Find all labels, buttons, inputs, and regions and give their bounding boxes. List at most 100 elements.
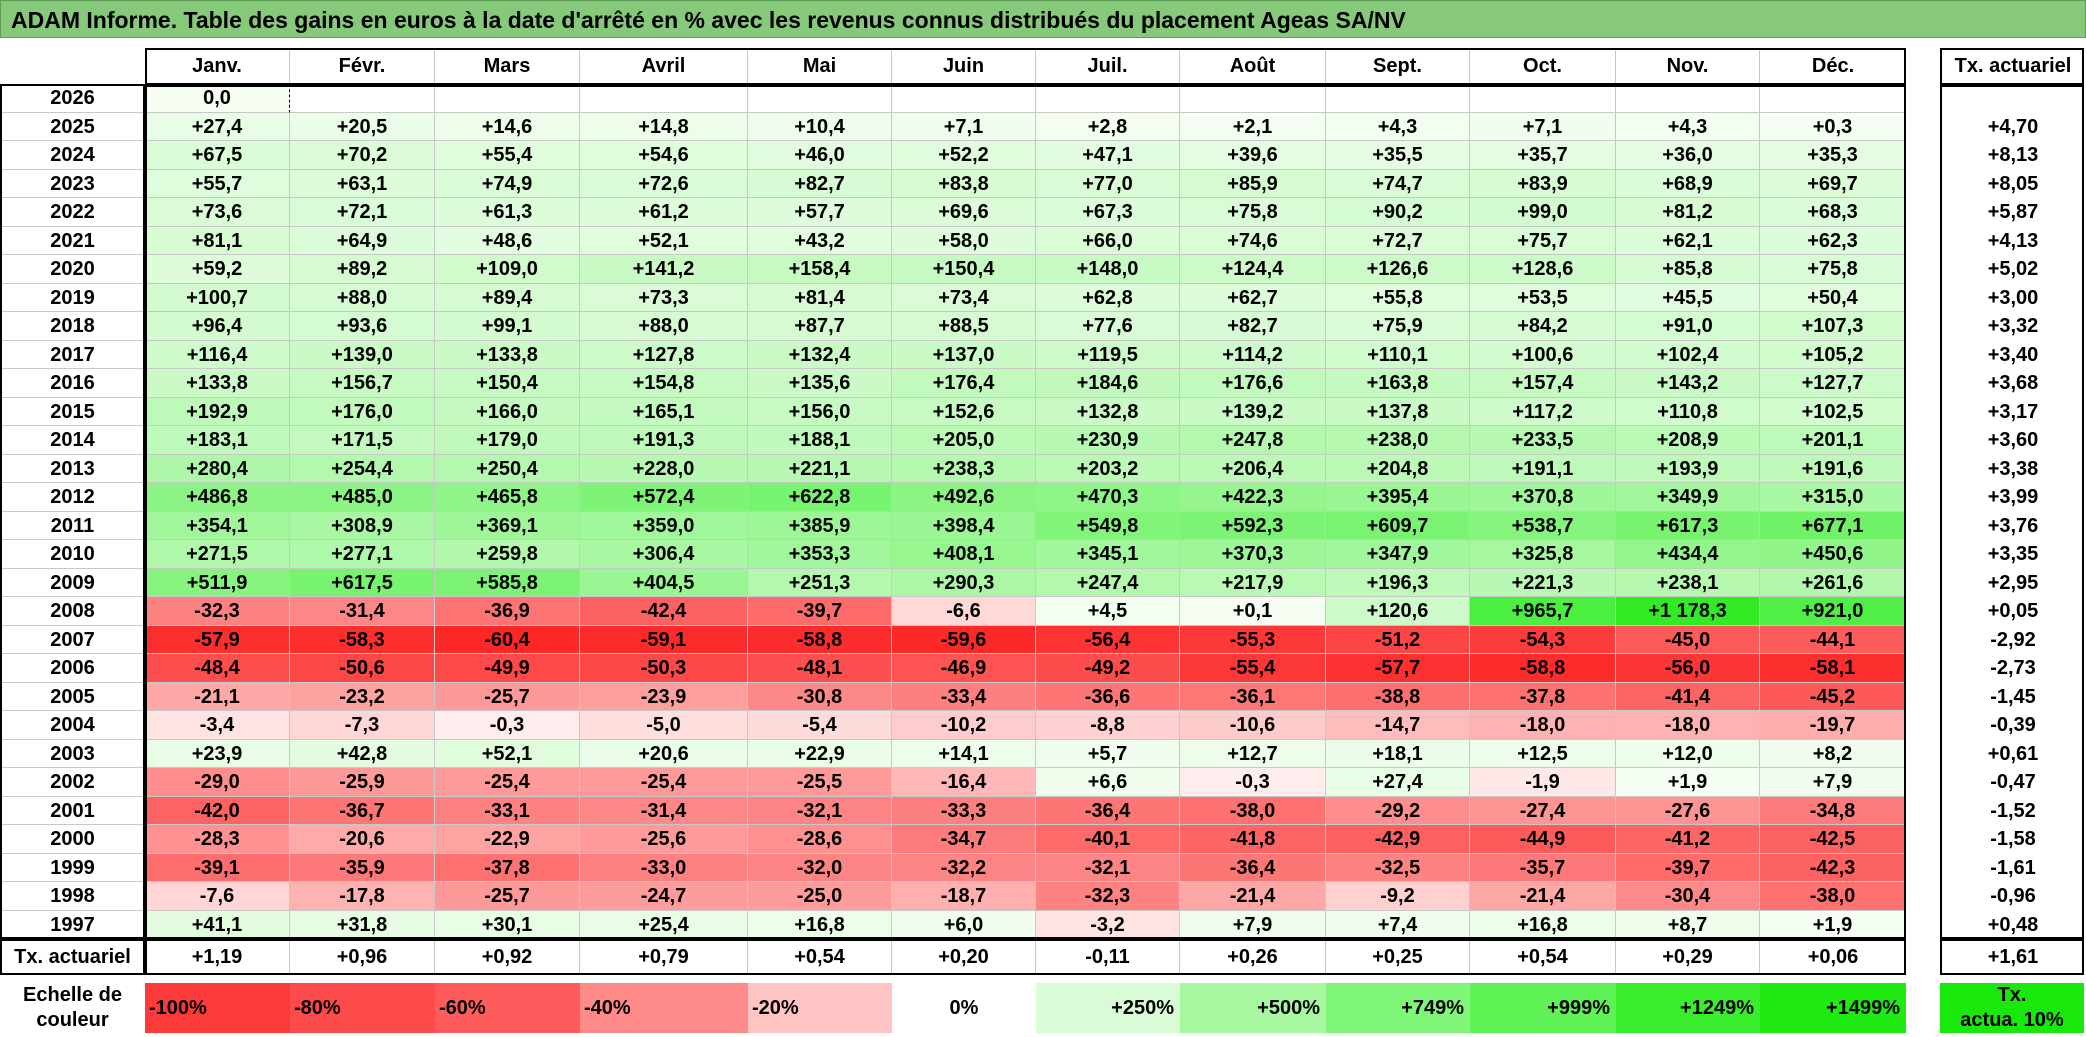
rate-cell: -1,61 — [1990, 856, 2036, 879]
table-cell: +109,0 — [435, 255, 580, 284]
table-cell: -35,7 — [1470, 853, 1616, 882]
table-cell: -23,9 — [580, 682, 748, 711]
year-label: 2008 — [0, 597, 145, 626]
rate-cell: -0,39 — [1990, 714, 2036, 736]
table-cell: -21,1 — [145, 682, 290, 711]
year-label: 2022 — [0, 198, 145, 227]
footer-cell: -0,11 — [1036, 939, 1180, 975]
table-cell: +238,3 — [892, 454, 1036, 483]
table-cell: +133,8 — [435, 340, 580, 369]
table-cell: +152,6 — [892, 397, 1036, 426]
table-cell: -5,0 — [580, 711, 748, 740]
table-cell: +66,0 — [1036, 226, 1180, 255]
table-cell: +74,9 — [435, 169, 580, 198]
table-cell: +2,8 — [1036, 112, 1180, 141]
table-cell: +208,9 — [1616, 426, 1760, 455]
footer-cell: +0,06 — [1807, 946, 1859, 968]
table-cell: -0,3 — [1180, 768, 1326, 797]
table-cell: +96,4 — [145, 312, 290, 341]
table-cell: +43,2 — [748, 226, 892, 255]
table-cell: +22,9 — [748, 739, 892, 768]
table-cell: -3,4 — [145, 711, 290, 740]
table-cell: +465,8 — [435, 483, 580, 512]
table-cell — [435, 84, 580, 113]
footer-label: Tx. actuariel — [14, 946, 131, 968]
table-cell: -46,9 — [892, 654, 1036, 683]
table-cell — [1470, 84, 1616, 113]
rate-header: Tx. actuariel — [1954, 55, 2072, 77]
table-cell — [580, 84, 748, 113]
table-cell: +4,5 — [1036, 597, 1180, 626]
table-cell: +72,1 — [290, 198, 435, 227]
table-cell: +622,8 — [748, 483, 892, 512]
table-cell: +205,0 — [892, 426, 1036, 455]
table-cell: -5,4 — [748, 711, 892, 740]
scale-rate-line1: Tx. — [1997, 984, 2027, 1006]
table-cell: +176,0 — [290, 397, 435, 426]
table-cell: +192,9 — [145, 397, 290, 426]
table-cell: +83,8 — [892, 169, 1036, 198]
table-cell: +55,7 — [145, 169, 290, 198]
table-cell: -48,1 — [748, 654, 892, 683]
table-cell: +87,7 — [748, 312, 892, 341]
table-cell: +221,3 — [1470, 568, 1616, 597]
year-label: 2000 — [0, 825, 145, 854]
table-cell: +110,8 — [1616, 397, 1760, 426]
table-cell: +12,7 — [1180, 739, 1326, 768]
table-cell: +62,3 — [1760, 226, 1906, 255]
table-cell: -42,4 — [580, 597, 748, 626]
table-cell: -34,8 — [1760, 796, 1906, 825]
table-cell: -36,4 — [1180, 853, 1326, 882]
table-cell: +233,5 — [1470, 426, 1616, 455]
table-cell: -37,8 — [435, 853, 580, 882]
table-cell: +143,2 — [1616, 369, 1760, 398]
table-cell: +88,0 — [290, 283, 435, 312]
year-label: 1997 — [0, 911, 145, 939]
table-cell: +73,6 — [145, 198, 290, 227]
table-cell: -7,6 — [145, 882, 290, 911]
table-cell: -32,1 — [1036, 853, 1180, 882]
table-cell: +148,0 — [1036, 255, 1180, 284]
year-label: 2010 — [0, 540, 145, 569]
table-cell: +42,8 — [290, 739, 435, 768]
table-cell: -34,7 — [892, 825, 1036, 854]
table-cell: +306,4 — [580, 540, 748, 569]
table-cell: +965,7 — [1470, 597, 1616, 626]
table-cell: +617,3 — [1616, 511, 1760, 540]
year-label: 2019 — [0, 284, 145, 312]
table-cell: +171,5 — [290, 426, 435, 455]
rate-cell: -1,45 — [1990, 685, 2036, 708]
table-cell: +132,8 — [1036, 397, 1180, 426]
table-cell: +72,6 — [580, 169, 748, 198]
table-cell: +124,4 — [1180, 255, 1326, 284]
table-cell: -25,0 — [748, 882, 892, 911]
year-label: 2005 — [0, 683, 145, 711]
table-cell — [1180, 84, 1326, 113]
table-cell: +254,4 — [290, 454, 435, 483]
table-cell: +99,1 — [435, 312, 580, 341]
table-cell: +139,2 — [1180, 397, 1326, 426]
table-cell: +128,6 — [1470, 255, 1616, 284]
table-cell: +62,7 — [1180, 283, 1326, 312]
table-cell: +230,9 — [1036, 426, 1180, 455]
month-header: Juil. — [1036, 48, 1180, 84]
year-label: 2012 — [0, 483, 145, 512]
table-cell: +58,0 — [892, 226, 1036, 255]
table-cell: -57,7 — [1326, 654, 1470, 683]
table-cell: +35,3 — [1760, 141, 1906, 170]
rate-cell — [1940, 84, 2086, 113]
table-cell: +91,0 — [1616, 312, 1760, 341]
rate-cell: +3,35 — [1987, 543, 2039, 565]
table-cell: +369,1 — [435, 511, 580, 540]
scale-swatch: -60% — [435, 983, 580, 1033]
table-cell: -21,4 — [1180, 882, 1326, 911]
table-cell: +157,4 — [1470, 369, 1616, 398]
year-label: 2015 — [0, 398, 145, 426]
table-cell: +50,4 — [1760, 283, 1906, 312]
table-cell: +10,4 — [748, 112, 892, 141]
table-cell: -44,9 — [1470, 825, 1616, 854]
table-cell: -33,1 — [435, 796, 580, 825]
table-cell: -32,0 — [748, 853, 892, 882]
table-cell: +52,2 — [892, 141, 1036, 170]
rate-cell: +0,48 — [1987, 913, 2039, 936]
